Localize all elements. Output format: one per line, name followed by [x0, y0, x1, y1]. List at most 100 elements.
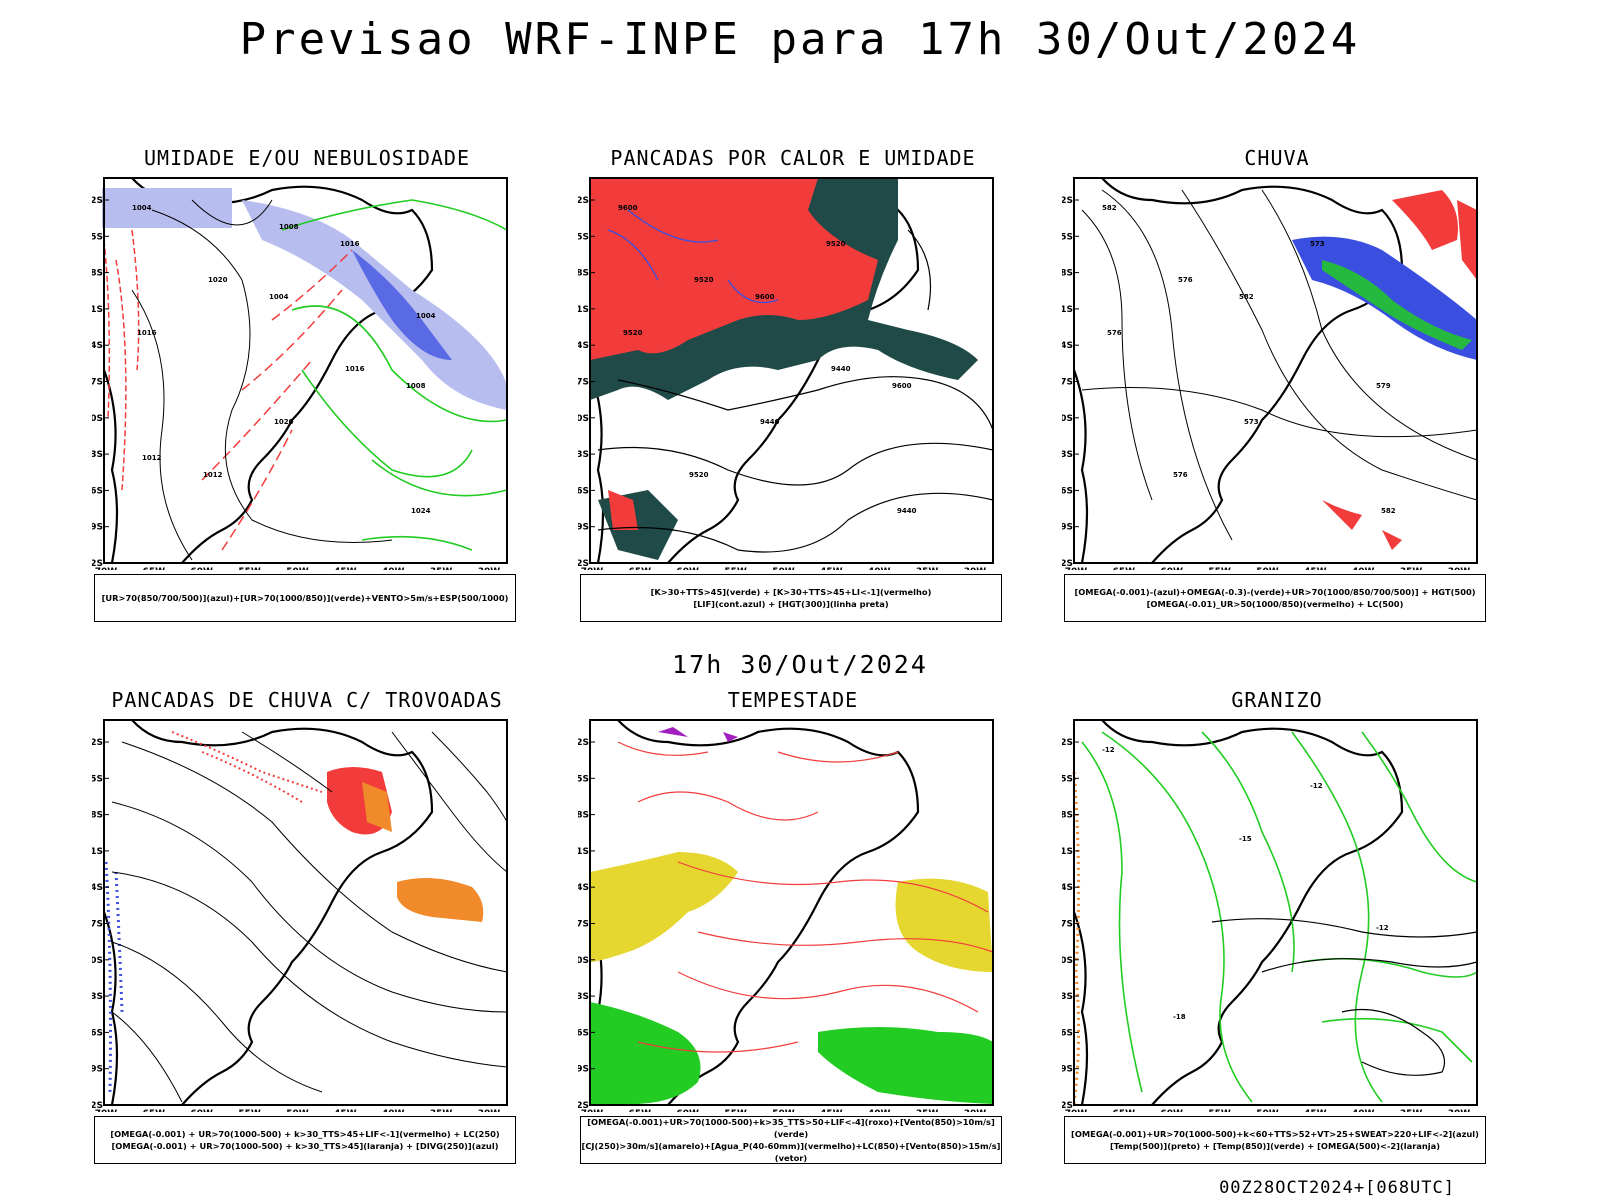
lon-tick-label: 40W — [1352, 567, 1375, 570]
lat-tick-label: 24S — [92, 883, 103, 893]
panel-title: GRANIZO — [1231, 688, 1323, 712]
lat-tick-label: 21S — [578, 847, 589, 857]
lat-tick-label: 39S — [92, 523, 103, 533]
coastline — [102, 719, 434, 1106]
lat-tick-label: 36S — [1062, 486, 1073, 496]
lat-tick-label: 24S — [1062, 341, 1073, 351]
lat-tick-label: 12S — [92, 738, 103, 748]
lat-tick-label: 27S — [578, 920, 589, 930]
lon-tick-label: 70W — [581, 567, 604, 570]
contour-label: 1004 — [269, 293, 289, 301]
caption-line: [LIF](cont.azul) + [HGT(300)](linha pret… — [693, 599, 889, 609]
map-frame — [1073, 177, 1478, 564]
lat-tick-label: 42S — [578, 1101, 589, 1111]
map-umidade: 12S 15S 18S 21S 24S 27S 30S 33S 36S 39S 42S70W 65W 6… — [92, 177, 508, 570]
lon-tick-label: 55W — [238, 1109, 261, 1112]
contour-label: -12 — [1102, 746, 1115, 754]
contour-label: 582 — [1239, 293, 1254, 301]
contour-label: 573 — [1244, 418, 1259, 426]
caption-line: [OMEGA(-0.01)_UR>50(1000/850)(vermelho) … — [1146, 599, 1404, 609]
lon-tick-label: 60W — [191, 567, 214, 570]
contour-label: 9440 — [831, 365, 851, 373]
lon-tick-label: 45W — [820, 1109, 843, 1112]
contour-label: 1004 — [416, 312, 436, 320]
lon-tick-label: 30W — [1448, 1109, 1471, 1112]
lon-tick-label: 45W — [820, 567, 843, 570]
contour-label: 582 — [1381, 507, 1396, 515]
lon-tick-label: 40W — [382, 1109, 405, 1112]
lat-tick-label: 27S — [578, 378, 589, 388]
contour-label: 576 — [1107, 329, 1122, 337]
lon-tick-label: 55W — [724, 567, 747, 570]
caption-line: [OMEGA(-0.001) + UR>70(1000-500) + k>30_… — [110, 1129, 500, 1139]
contour-label: 1024 — [411, 507, 431, 515]
lon-tick-label: 30W — [478, 567, 501, 570]
panel-trovoadas: PANCADAS DE CHUVA C/ TROVOADAS 12S 15S 18S… — [92, 688, 522, 1164]
lon-tick-label: 45W — [334, 567, 357, 570]
lat-tick-label: 18S — [92, 269, 103, 279]
lat-tick-label: 12S — [578, 196, 589, 206]
lat-tick-label: 42S — [92, 559, 103, 569]
lon-tick-label: 35W — [1400, 1109, 1423, 1112]
caption-line: [K>30+TTS>45](verde) + [K>30+TTS>45+LI<-… — [650, 587, 932, 597]
lon-tick-label: 30W — [478, 1109, 501, 1112]
lat-tick-label: 18S — [578, 811, 589, 821]
caption-box: [OMEGA(-0.001)-(azul)+OMEGA(-0.3)-(verde… — [1064, 574, 1486, 622]
lat-tick-label: 39S — [578, 523, 589, 533]
lat-tick-label: 36S — [578, 1028, 589, 1038]
panel-title: PANCADAS POR CALOR E UMIDADE — [610, 146, 976, 170]
contour-label: 582 — [1102, 204, 1117, 212]
map-pancadas-calor: 12S 15S 18S 21S 24S 27S 30S 33S 36S 39S 42S70W 65W 6… — [578, 177, 994, 570]
map-frame — [589, 719, 994, 1106]
lat-tick-label: 30S — [1062, 414, 1073, 424]
contour-label: 1016 — [137, 329, 157, 337]
lon-tick-label: 50W — [772, 1109, 795, 1112]
lat-tick-label: 24S — [578, 883, 589, 893]
lat-tick-label: 36S — [92, 486, 103, 496]
contour-label: 1016 — [340, 240, 360, 248]
lon-tick-label: 50W — [1256, 567, 1279, 570]
lon-tick-label: 55W — [724, 1109, 747, 1112]
lat-tick-label: 33S — [92, 450, 103, 460]
map-trovoadas: 12S 15S 18S 21S 24S 27S 30S 33S 36S 39S 42S70W 65W 6… — [92, 719, 508, 1112]
map-tempestade: 12S 15S 18S 21S 24S 27S 30S 33S 36S 39S 42S70W 65W 6… — [578, 719, 994, 1112]
contour-label: 1016 — [345, 365, 365, 373]
lon-tick-label: 70W — [95, 1109, 118, 1112]
caption-line: [OMEGA(-0.001)+UR>70(1000-500)+k>35_TTS>… — [587, 1117, 995, 1139]
lat-tick-label: 33S — [92, 992, 103, 1002]
lat-tick-label: 21S — [1062, 847, 1073, 857]
lon-tick-label: 35W — [430, 567, 453, 570]
contour-label: -12 — [1310, 782, 1323, 790]
lat-tick-label: 24S — [92, 341, 103, 351]
lon-tick-label: 40W — [382, 567, 405, 570]
lon-tick-label: 70W — [1065, 567, 1088, 570]
lon-tick-label: 70W — [95, 567, 118, 570]
lon-tick-label: 65W — [1113, 1109, 1136, 1112]
lat-tick-label: 18S — [1062, 269, 1073, 279]
contour-label: 9600 — [892, 382, 912, 390]
contour-label: 1020 — [274, 418, 294, 426]
lat-tick-label: 15S — [578, 774, 589, 784]
lat-tick-label: 24S — [578, 341, 589, 351]
lon-tick-label: 35W — [430, 1109, 453, 1112]
mid-title: 17h 30/Out/2024 — [672, 650, 928, 679]
panel-umidade: UMIDADE E/OU NEBULOSIDADE 12S 15S 18S 21S 24… — [92, 146, 522, 622]
lon-tick-label: 35W — [916, 1109, 939, 1112]
lat-tick-label: 33S — [1062, 992, 1073, 1002]
contour-label: 9520 — [694, 276, 714, 284]
lat-tick-label: 18S — [578, 269, 589, 279]
lat-tick-label: 36S — [1062, 1028, 1073, 1038]
map-frame — [103, 719, 508, 1106]
lon-tick-label: 50W — [286, 1109, 309, 1112]
lat-tick-label: 30S — [578, 414, 589, 424]
contour-label: 9440 — [897, 507, 917, 515]
contour-label: -18 — [1173, 1013, 1186, 1021]
panel-title: CHUVA — [1244, 146, 1310, 170]
contour-label: 1020 — [208, 276, 228, 284]
contour-label: 573 — [1310, 240, 1325, 248]
contour-label: 9520 — [826, 240, 846, 248]
lat-tick-label: 42S — [92, 1101, 103, 1111]
panel-title: PANCADAS DE CHUVA C/ TROVOADAS — [111, 688, 503, 712]
contour-label: 1008 — [279, 223, 299, 231]
lat-tick-label: 33S — [578, 992, 589, 1002]
